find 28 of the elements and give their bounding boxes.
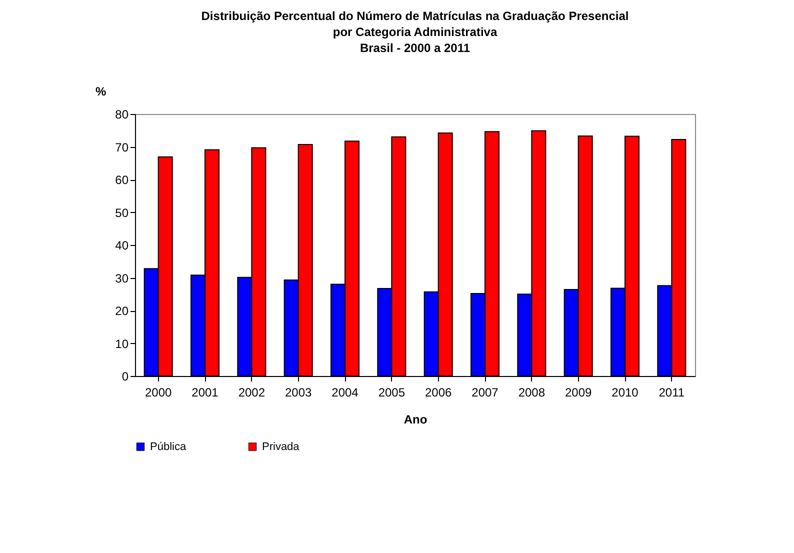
y-tick-label: 70 [115,140,129,154]
y-tick-label: 40 [115,238,129,252]
text: Brasil - 2000 a 2011 [360,41,470,55]
y-tick-label: 50 [115,206,129,220]
legend-label: Privada [262,440,300,453]
x-tick-label: 2006 [424,386,452,400]
x-tick-label: 2008 [518,386,546,400]
x-tick-label: 2007 [472,386,499,400]
y-tick-label: 30 [115,271,129,286]
x-tick-label: 2005 [378,386,406,400]
x-tick-label: 2009 [564,386,592,400]
y-axis-title: % [96,84,106,98]
x-tick-label: 2011 [658,386,685,400]
x-tick-label: 2010 [612,386,639,400]
text: Distribuição Percentual do Número de Matrículas na Graduação Presencial [201,9,629,23]
y-tick-label: 0 [122,370,129,384]
x-axis-title: Ano [404,412,428,426]
x-tick-label: 2004 [332,386,359,400]
x-tick-label: 2003 [284,386,312,400]
y-tick-label: 20 [115,304,129,318]
x-tick-label: 2001 [192,386,219,400]
x-tick-label: 2002 [238,386,266,400]
text: por Categoria Administrativa [332,25,498,39]
y-tick-label: 60 [115,173,129,187]
y-tick-label: 80 [115,108,129,122]
y-tick-label: 10 [115,336,129,351]
x-tick-label: 2000 [144,386,172,400]
legend-label: Pública [150,440,187,453]
